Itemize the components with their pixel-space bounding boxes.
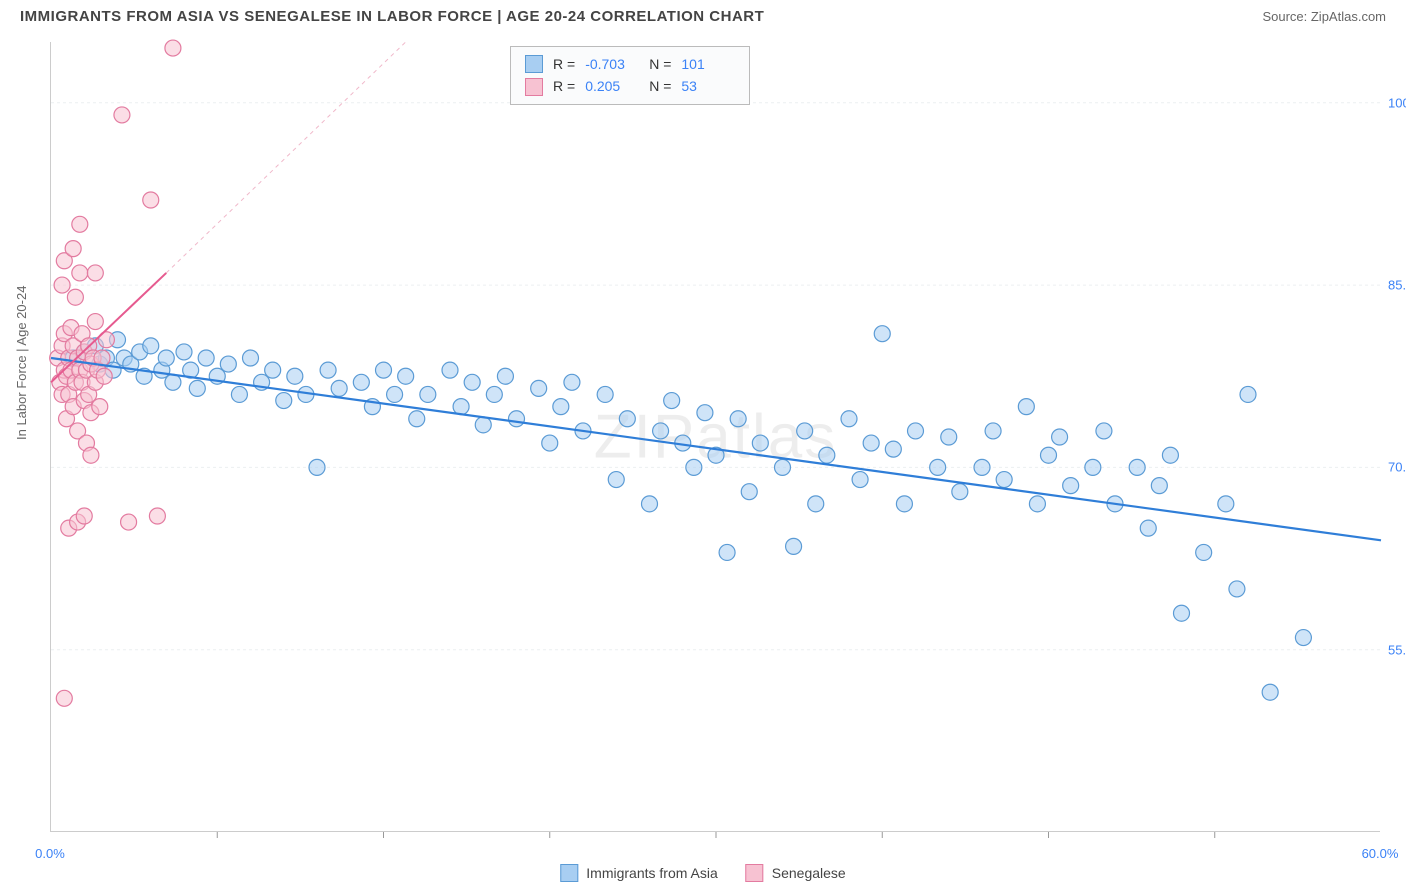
n-value: 53 (681, 75, 735, 97)
r-value: -0.703 (585, 53, 639, 75)
swatch-icon (525, 55, 543, 73)
swatch-icon (560, 864, 578, 882)
series-legend: Immigrants from Asia Senegalese (560, 864, 845, 882)
corr-row-senegalese: R = 0.205 N = 53 (525, 75, 735, 97)
swatch-icon (746, 864, 764, 882)
x-tick-label: 60.0% (1362, 846, 1399, 861)
swatch-icon (525, 78, 543, 96)
correlation-legend: R = -0.703 N = 101 R = 0.205 N = 53 (510, 46, 750, 105)
scatter-plot-svg (51, 42, 1380, 831)
y-tick-label: 70.0% (1388, 460, 1406, 475)
legend-label: Senegalese (772, 865, 846, 881)
corr-row-asia: R = -0.703 N = 101 (525, 53, 735, 75)
r-label: R = (553, 53, 575, 75)
n-label: N = (649, 53, 671, 75)
legend-item-senegalese: Senegalese (746, 864, 846, 882)
source-label: Source: ZipAtlas.com (1262, 9, 1386, 24)
n-value: 101 (681, 53, 735, 75)
legend-item-asia: Immigrants from Asia (560, 864, 717, 882)
r-value: 0.205 (585, 75, 639, 97)
y-tick-label: 100.0% (1388, 95, 1406, 110)
header: IMMIGRANTS FROM ASIA VS SENEGALESE IN LA… (0, 0, 1406, 29)
chart-title: IMMIGRANTS FROM ASIA VS SENEGALESE IN LA… (20, 8, 764, 25)
r-label: R = (553, 75, 575, 97)
legend-label: Immigrants from Asia (586, 865, 717, 881)
y-tick-label: 85.0% (1388, 278, 1406, 293)
y-tick-label: 55.0% (1388, 642, 1406, 657)
chart-area: ZIPatlas (50, 42, 1380, 832)
y-axis-label: In Labor Force | Age 20-24 (14, 286, 29, 440)
x-tick-label: 0.0% (35, 846, 65, 861)
n-label: N = (649, 75, 671, 97)
